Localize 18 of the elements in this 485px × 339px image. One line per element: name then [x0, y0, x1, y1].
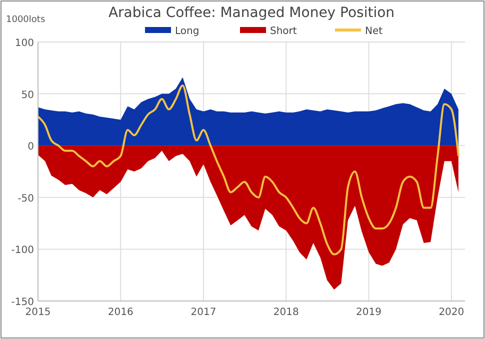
- y-tick-label: 50: [21, 90, 34, 101]
- y-tick-label: 0: [28, 142, 34, 153]
- x-tick-label: 2020: [438, 307, 464, 318]
- legend-label: Short: [270, 26, 297, 37]
- x-tick-label: 2017: [190, 307, 216, 318]
- x-tick-label: 2016: [108, 307, 134, 318]
- y-tick-label: -100: [11, 245, 34, 256]
- y-tick-label: -50: [18, 193, 34, 204]
- y-tick-label: 100: [14, 38, 34, 49]
- x-tick-label: 2015: [25, 307, 51, 318]
- chart-title: Arabica Coffee: Managed Money Position: [108, 5, 395, 21]
- y-tick-label: -150: [11, 297, 34, 308]
- line-series: [37, 84, 460, 256]
- legend-label: Long: [175, 26, 200, 37]
- legend-label: Net: [365, 26, 383, 37]
- x-tick-label: 2019: [356, 307, 382, 318]
- x-tick-label: 2018: [273, 307, 299, 318]
- y-axis-title: 1000lots: [6, 15, 46, 25]
